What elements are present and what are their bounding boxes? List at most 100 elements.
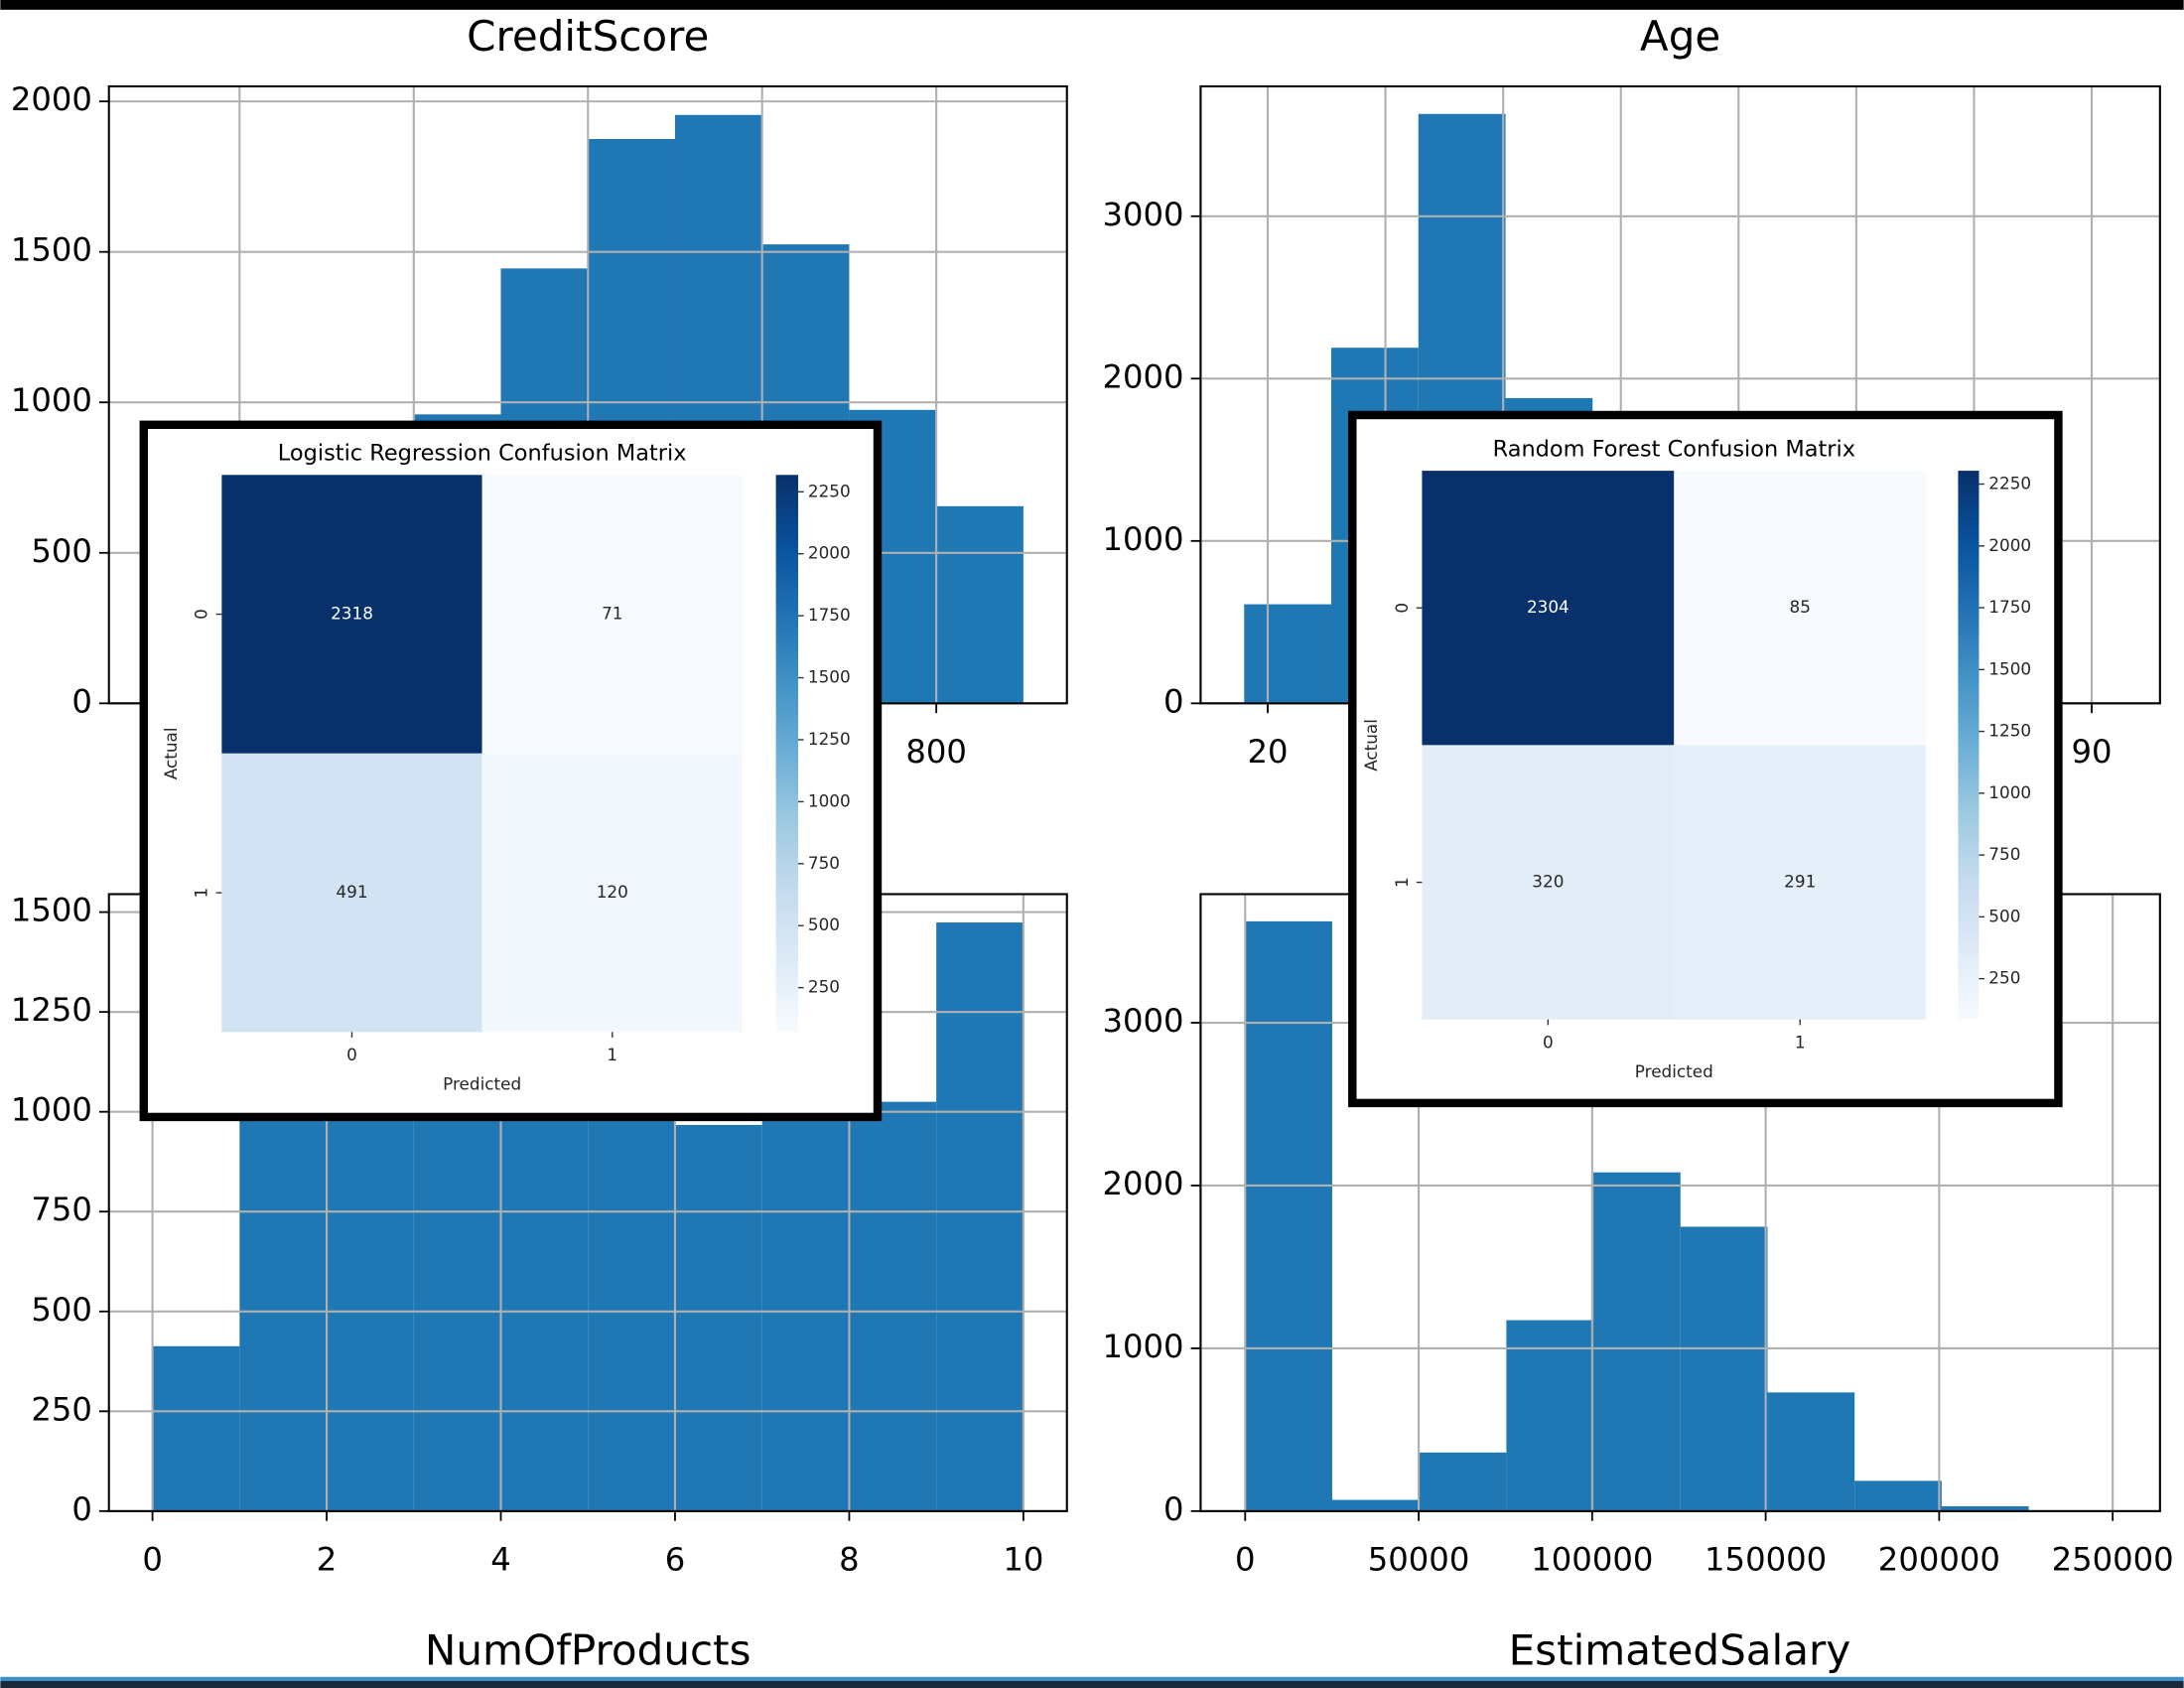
heatmap-cell — [481, 753, 743, 1033]
bar — [1245, 920, 1332, 1511]
y-tick-label: 1 — [192, 888, 211, 899]
cell-label: 85 — [1790, 597, 1811, 617]
colorbar-tick-label: 2250 — [1988, 474, 2031, 493]
y-tick-label: 0 — [1163, 682, 1184, 720]
y-tick-label: 2000 — [1102, 1165, 1183, 1202]
y-tick-label: 0 — [1163, 1490, 1184, 1528]
x-tick-label: 4 — [490, 1540, 511, 1578]
y-tick-label: 1000 — [11, 381, 92, 419]
caption: NumOfProducts — [425, 1625, 751, 1674]
y-tick-label: 1 — [1392, 877, 1412, 888]
heatmap-cell — [1674, 745, 1927, 1020]
charts: 4005006007008000500100015002000CreditSco… — [11, 12, 2174, 1579]
y-tick-label: 1500 — [11, 892, 92, 929]
y-tick-label: 2000 — [11, 80, 92, 118]
colorbar-tick-label: 2000 — [808, 543, 851, 563]
bar — [500, 1116, 589, 1511]
colorbar-tick-label: 2250 — [808, 481, 851, 500]
colorbar-tick-label: 250 — [808, 977, 840, 997]
bar — [152, 1345, 240, 1511]
heatmap-cell — [1674, 471, 1927, 746]
y-axis-label: Actual — [1361, 719, 1381, 772]
heatmap-title: Random Forest Confusion Matrix — [1493, 437, 1855, 463]
x-tick-label: 250000 — [2052, 1540, 2174, 1578]
x-tick-label: 10 — [1003, 1540, 1043, 1578]
cell-label: 71 — [602, 604, 622, 624]
x-axis-label: Predicted — [443, 1074, 521, 1094]
colorbar-tick-label: 750 — [1988, 844, 2020, 864]
bottom-line — [0, 1676, 2184, 1681]
caption: EstimatedSalary — [1509, 1625, 1851, 1674]
colorbar — [775, 475, 799, 1033]
y-tick-label: 1000 — [11, 1091, 92, 1129]
cell-label: 120 — [597, 882, 628, 902]
x-tick-label: 0 — [1543, 1033, 1554, 1053]
y-tick-label: 0 — [71, 1490, 92, 1528]
bar — [1680, 1226, 1768, 1511]
bar — [1941, 1505, 2029, 1511]
cell-label: 491 — [336, 882, 367, 902]
x-tick-label: 50000 — [1368, 1540, 1470, 1578]
colorbar-tick-label: 1500 — [808, 667, 851, 687]
colorbar-tick-label: 750 — [808, 853, 840, 873]
colorbar-tick-label: 2000 — [1988, 535, 2031, 555]
colorbar-tick-label: 500 — [1988, 906, 2020, 925]
x-tick-label: 150000 — [1705, 1540, 1827, 1578]
y-tick-label: 500 — [31, 1291, 92, 1329]
x-tick-label: 0 — [142, 1540, 163, 1578]
bar — [1331, 1499, 1420, 1511]
heatmap-cell — [481, 475, 743, 754]
cell-label: 291 — [1784, 872, 1816, 892]
bar — [1854, 1480, 1942, 1511]
y-tick-label: 750 — [31, 1191, 92, 1228]
bar — [936, 922, 1024, 1511]
colorbar-tick-label: 1750 — [808, 605, 851, 625]
heatmap-cell — [221, 475, 482, 754]
colorbar-tick-label: 1250 — [808, 729, 851, 749]
y-tick-label: 1250 — [11, 991, 92, 1029]
y-tick-label: 1000 — [1102, 1328, 1183, 1365]
y-tick-label: 1500 — [11, 231, 92, 269]
x-tick-label: 1 — [607, 1045, 617, 1064]
y-tick-label: 2000 — [1102, 357, 1183, 395]
x-tick-label: 1 — [1795, 1033, 1806, 1053]
heatmap-title: Logistic Regression Confusion Matrix — [278, 441, 687, 467]
bar — [1767, 1392, 1855, 1511]
bar — [588, 1106, 675, 1511]
bar — [327, 1092, 414, 1511]
colorbar-tick-label: 500 — [808, 914, 840, 934]
bar — [761, 1100, 850, 1511]
colorbar-tick-label: 1250 — [1988, 721, 2031, 741]
x-tick-label: 200000 — [1878, 1540, 2000, 1578]
chart-title: CreditScore — [467, 12, 709, 61]
y-axis-label: Actual — [161, 727, 181, 779]
x-tick-label: 8 — [839, 1540, 860, 1578]
bar — [1506, 1320, 1594, 1511]
bar — [936, 505, 1024, 704]
y-tick-label: 0 — [71, 682, 92, 720]
chart-title: Age — [1640, 12, 1720, 61]
top-bar — [0, 0, 2184, 10]
colorbar-tick-label: 1750 — [1988, 597, 2031, 617]
x-tick-label: 2 — [317, 1540, 338, 1578]
x-tick-label: 0 — [346, 1045, 357, 1064]
bar — [239, 1097, 328, 1511]
y-tick-label: 3000 — [1102, 196, 1183, 233]
colorbar-tick-label: 1500 — [1988, 658, 2031, 678]
cell-label: 2304 — [1527, 597, 1570, 617]
colorbar — [1958, 471, 1979, 1020]
y-tick-label: 250 — [31, 1390, 92, 1428]
x-axis-label: Predicted — [1635, 1061, 1713, 1081]
heatmap-cell — [1422, 471, 1675, 746]
x-tick-label: 20 — [1247, 733, 1288, 771]
y-tick-label: 0 — [1392, 603, 1412, 614]
heatmap-cell — [221, 753, 482, 1033]
colorbar-tick-label: 250 — [1988, 968, 2020, 988]
bar — [1593, 1172, 1681, 1511]
bottom-bar — [0, 1680, 2184, 1688]
bar — [1419, 1452, 1507, 1511]
heatmap-cell — [1422, 745, 1675, 1020]
colorbar-tick-label: 1000 — [808, 790, 851, 810]
y-tick-label: 500 — [31, 532, 92, 570]
